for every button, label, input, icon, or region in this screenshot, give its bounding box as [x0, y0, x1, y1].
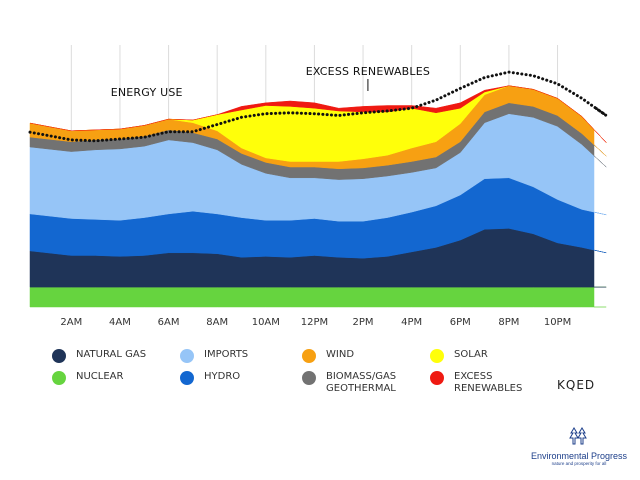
tick-label-6am: 6AM [158, 317, 180, 328]
area-nuclear [29, 286, 607, 308]
tick-label-10am: 10AM [252, 317, 280, 328]
tick-label-4am: 4AM [109, 317, 131, 328]
annotation-excess-renewables: EXCESS RENEWABLES [306, 65, 430, 78]
line-energy-use [28, 70, 608, 143]
tick-label-10pm: 10PM [544, 317, 571, 328]
tick-label-12pm: 12PM [301, 317, 328, 328]
chart-lines [28, 70, 608, 143]
kqed-logo: KQED [557, 378, 596, 392]
annotation-energy-use: ENERGY USE [111, 86, 183, 99]
ep-tagline: nature and prosperity for all [551, 461, 607, 466]
tick-label-6pm: 6PM [450, 317, 471, 328]
chart-annotations: ENERGY USE EXCESS RENEWABLES [111, 65, 430, 99]
chart-areas [29, 85, 607, 308]
area-excess-renewables [29, 85, 607, 143]
tick-label-8am: 8AM [206, 317, 228, 328]
tree-logo-icon [569, 427, 587, 445]
ep-title: Environmental Progress [530, 451, 628, 461]
tick-label-2am: 2AM [60, 317, 82, 328]
tick-label-4pm: 4PM [401, 317, 422, 328]
environmental-progress-logo: Environmental Progress nature and prospe… [527, 427, 631, 471]
chart-ticks: 2AM 4AM 6AM 8AM 10AM 12PM 2PM 4PM 6PM 8PM 10PM [60, 317, 571, 328]
tick-label-8pm: 8PM [498, 317, 519, 328]
tick-label-2pm: 2PM [353, 317, 374, 328]
